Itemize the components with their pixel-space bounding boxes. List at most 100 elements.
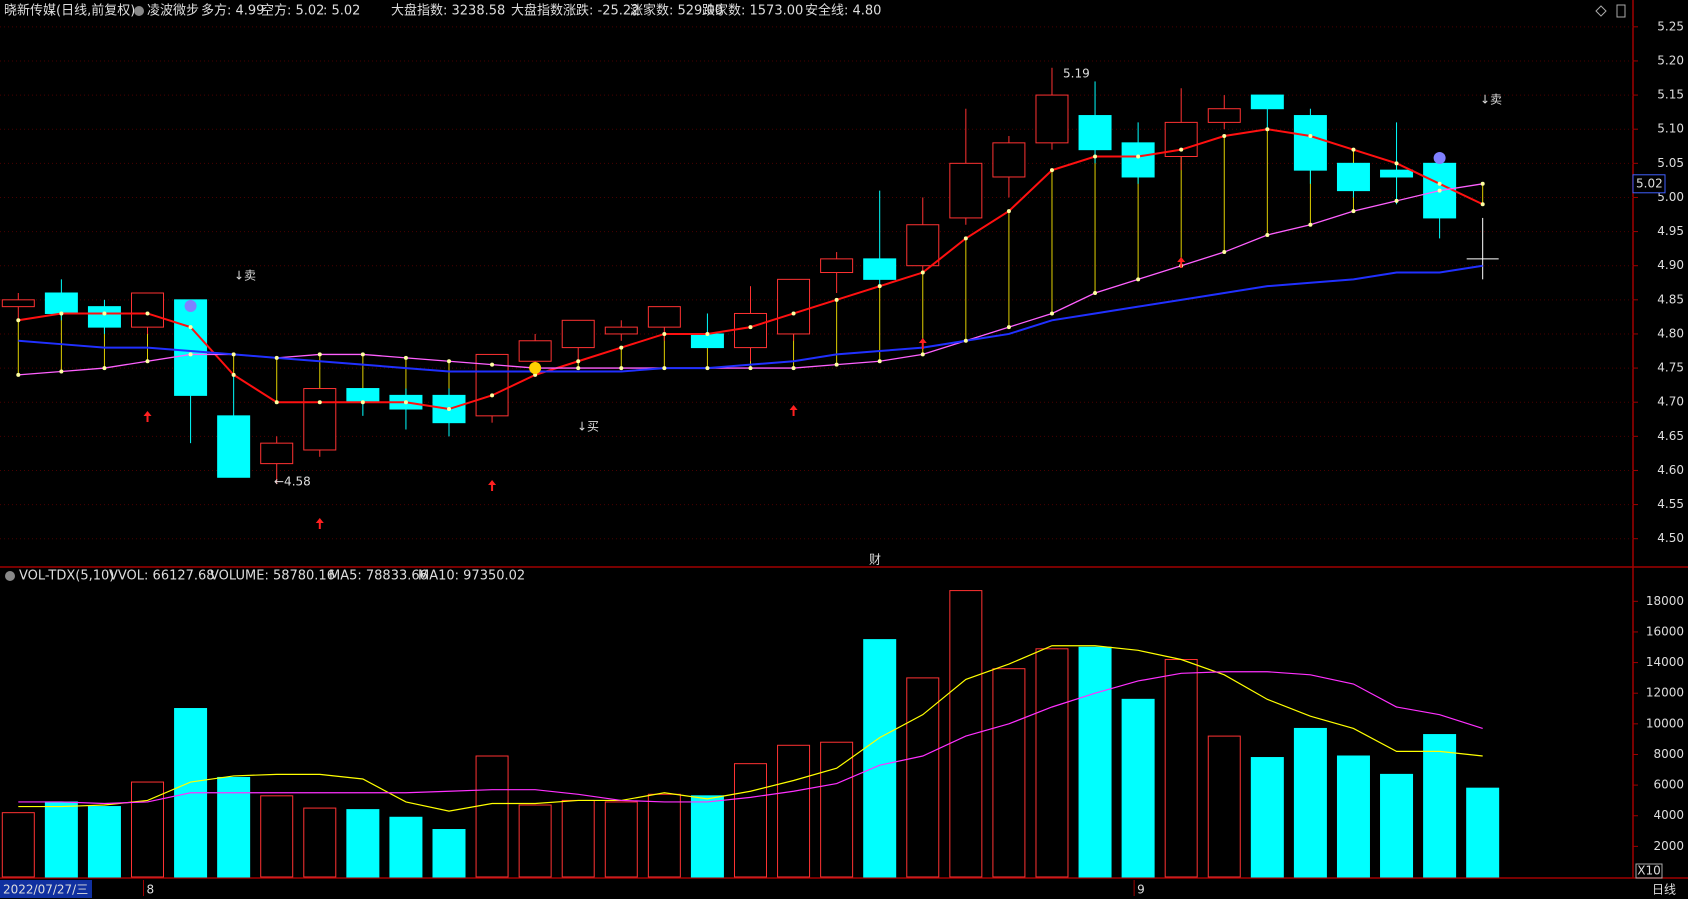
line-dot — [1049, 168, 1054, 173]
annotation: ↓买 — [577, 420, 599, 434]
line-dot — [16, 372, 21, 377]
period-label[interactable]: 日线 — [1652, 883, 1676, 897]
line-dot — [59, 369, 64, 374]
line-dot — [834, 362, 839, 367]
header-value: 涨家数: 529.00 — [630, 3, 723, 19]
candle-body — [1250, 94, 1284, 110]
y-tick-label: 5.20 — [1657, 53, 1684, 67]
header-value: 安全线: 4.80 — [805, 3, 881, 19]
candle-body — [174, 299, 208, 396]
candle-body — [561, 319, 595, 349]
line-dot — [619, 366, 624, 371]
line-dot — [1437, 181, 1442, 186]
signal-arrow — [315, 518, 324, 529]
line-dot — [403, 400, 408, 405]
indicator-icon[interactable] — [5, 571, 15, 581]
candle-body — [518, 340, 552, 362]
y-tick-label: 5.10 — [1657, 122, 1684, 136]
line-dot — [877, 359, 882, 364]
candle-body — [647, 306, 681, 328]
line-dot — [576, 366, 581, 371]
line-dot — [1308, 222, 1313, 227]
line-dot — [1222, 250, 1227, 255]
line-dot — [447, 407, 451, 412]
candle-body — [777, 278, 811, 335]
date-box — [0, 880, 92, 898]
signal-arrow — [918, 338, 927, 349]
scale-box — [1635, 863, 1663, 879]
candle-body — [131, 292, 165, 328]
line-dot — [1351, 147, 1356, 152]
line-dot — [619, 345, 624, 350]
y-tick-label: 2000 — [1653, 839, 1684, 853]
candle-body — [1078, 115, 1112, 151]
line-dot — [274, 355, 279, 360]
y-tick-label: 5.05 — [1657, 156, 1684, 170]
y-tick-label: 4.60 — [1657, 463, 1684, 477]
line-dot — [1351, 209, 1356, 214]
line-dot — [1093, 154, 1098, 159]
y-tick-label: 4.55 — [1657, 497, 1684, 511]
line-dot — [360, 352, 365, 357]
volume-bar — [777, 744, 811, 878]
candle-body — [303, 388, 337, 451]
header-value: MA5: 78833.66 — [329, 569, 428, 584]
volume-bar — [518, 804, 552, 878]
candle-body — [1, 299, 35, 308]
volume-bar — [863, 639, 897, 878]
x-tick-label: 9 — [1137, 883, 1145, 897]
annotation: ←4.58 — [274, 475, 311, 489]
line-dot — [403, 355, 408, 360]
signal-icon — [529, 362, 542, 374]
y-tick-label: 14000 — [1646, 655, 1684, 669]
line-dot — [231, 372, 236, 377]
x-tick-label: 2022/07/27/三 — [3, 883, 88, 897]
annotation: ↓卖 — [1480, 93, 1502, 107]
toolbar-icon[interactable] — [1595, 5, 1607, 17]
volume-bar — [432, 829, 466, 878]
signal-arrow — [143, 411, 152, 422]
volume-bar — [820, 741, 854, 878]
indicator-line — [18, 264, 1483, 373]
indicator-name: 凌波微步 — [147, 4, 199, 19]
volume-bar — [131, 781, 165, 878]
line-dot — [1093, 291, 1098, 295]
y-tick-label: 4.75 — [1657, 361, 1684, 375]
volume-bar — [1423, 734, 1457, 878]
candle-body — [44, 292, 78, 314]
volume-bar — [949, 590, 983, 878]
candle-body — [906, 224, 940, 267]
y-tick-label: 5.15 — [1657, 88, 1684, 102]
price-tag-box — [1632, 174, 1666, 194]
candle-body — [604, 326, 638, 335]
volume-bar — [1380, 773, 1414, 878]
ma-line — [18, 671, 1483, 805]
line-dot — [360, 400, 365, 405]
line-dot — [1265, 232, 1270, 237]
y-tick-label: 5.25 — [1657, 19, 1684, 33]
signal-icon — [184, 300, 197, 312]
line-dot — [1480, 202, 1485, 207]
signal-arrow — [789, 405, 798, 416]
header-value: 大盘指数涨跌: -25.22 — [511, 3, 639, 19]
ma-line — [18, 645, 1483, 812]
volume-bar — [1121, 698, 1155, 878]
line-dot — [1006, 325, 1011, 330]
line-dot — [145, 311, 150, 316]
line-dot — [662, 331, 667, 336]
toolbar-icon[interactable] — [1616, 4, 1626, 18]
candle-body — [1207, 108, 1241, 123]
volume-bar — [1078, 646, 1112, 878]
line-dot — [1437, 188, 1442, 193]
y-tick-label: 18000 — [1646, 594, 1684, 608]
line-dot — [877, 284, 882, 289]
line-dot — [834, 297, 839, 302]
indicator-icon[interactable] — [134, 6, 144, 16]
signal-icon — [1433, 152, 1446, 164]
volume-bar — [217, 776, 251, 878]
y-tick-label: 4000 — [1653, 808, 1684, 822]
volume-bar — [346, 809, 380, 878]
line-dot — [1394, 198, 1399, 203]
line-dot — [59, 311, 64, 316]
line-dot — [705, 366, 710, 371]
